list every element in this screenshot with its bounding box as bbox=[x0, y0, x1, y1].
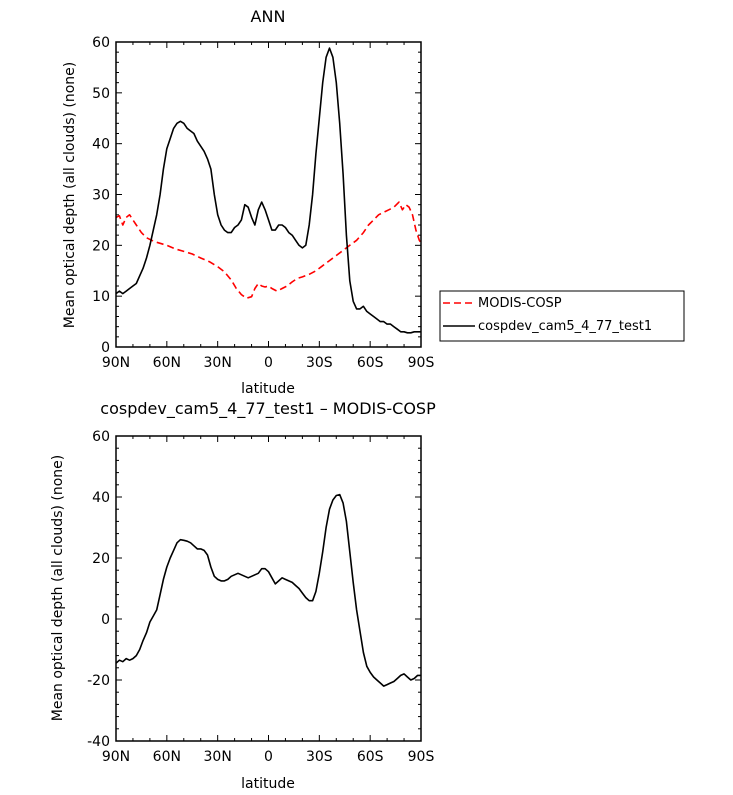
x-tick-label: 90N bbox=[102, 355, 130, 371]
x-axis-title: latitude bbox=[241, 776, 295, 792]
x-tick-label: 30S bbox=[306, 355, 333, 371]
x-tick-label: 60N bbox=[153, 749, 181, 765]
legend-label-modis-cosp: MODIS-COSP bbox=[478, 296, 562, 311]
y-tick-label: 20 bbox=[92, 551, 110, 567]
y-tick-label: -20 bbox=[87, 673, 110, 689]
y-tick-label: 0 bbox=[101, 612, 110, 628]
legend-box bbox=[439, 290, 685, 342]
x-tick-label: 90N bbox=[102, 749, 130, 765]
y-tick-label: 0 bbox=[101, 340, 110, 356]
x-tick-label: 60S bbox=[357, 749, 384, 765]
y-axis-title: Mean optical depth (all clouds) (none) bbox=[50, 455, 66, 721]
y-axis-title: Mean optical depth (all clouds) (none) bbox=[62, 62, 78, 328]
tick-group: 90N 60N 30N 0 30S 60S 90S 0 10 20 30 40 50 60 bbox=[92, 35, 434, 371]
x-tick-label: 0 bbox=[264, 355, 273, 371]
series-layer bbox=[115, 47, 422, 334]
y-tick-label: 20 bbox=[92, 238, 110, 254]
legend-label-cospdev: cospdev_cam5_4_77_test1 bbox=[478, 319, 652, 334]
x-tick-label: 60N bbox=[153, 355, 181, 371]
chart-title: ANN bbox=[251, 7, 286, 26]
y-tick-label: 60 bbox=[92, 35, 110, 51]
y-tick-label: 30 bbox=[92, 188, 110, 204]
x-tick-label: 90S bbox=[408, 749, 435, 765]
chart-top-ann: ANN Mean optical depth (all clouds) (non… bbox=[62, 7, 685, 397]
series-layer bbox=[115, 493, 421, 687]
plot-frame bbox=[115, 41, 422, 348]
x-tick-label: 90S bbox=[408, 355, 435, 371]
y-tick-label: -40 bbox=[87, 734, 110, 750]
y-tick-label: 10 bbox=[92, 289, 110, 305]
chart-bottom-difference: cospdev_cam5_4_77_test1 – MODIS-COSP Mea… bbox=[50, 399, 436, 792]
x-tick-label: 30N bbox=[204, 749, 232, 765]
x-tick-label: 30N bbox=[204, 355, 232, 371]
plot-frame bbox=[115, 435, 422, 742]
tick-group: 90N 60N 30N 0 30S 60S 90S -40 -20 0 20 40 60 bbox=[87, 429, 434, 765]
chart-title: cospdev_cam5_4_77_test1 – MODIS-COSP bbox=[100, 399, 436, 419]
x-tick-label: 60S bbox=[357, 355, 384, 371]
y-tick-label: 50 bbox=[92, 86, 110, 102]
x-axis-title: latitude bbox=[241, 381, 295, 397]
x-tick-label: 30S bbox=[306, 749, 333, 765]
y-tick-label: 60 bbox=[92, 429, 110, 445]
legend: MODIS-COSP cospdev_cam5_4_77_test1 bbox=[439, 290, 685, 342]
series-line-2 bbox=[115, 47, 421, 334]
series-line-1 bbox=[115, 201, 422, 300]
series-line-1 bbox=[115, 493, 421, 687]
y-tick-label: 40 bbox=[92, 490, 110, 506]
y-tick-label: 40 bbox=[92, 137, 110, 153]
x-tick-label: 0 bbox=[264, 749, 273, 765]
